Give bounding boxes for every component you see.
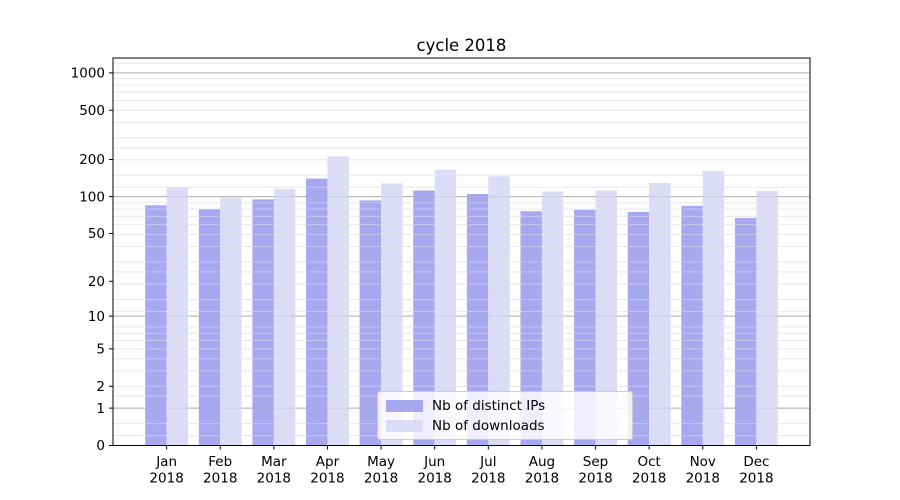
x-tick-label-month: Nov — [690, 454, 716, 470]
x-tick-label-month: May — [367, 454, 395, 470]
x-tick-label-year: 2018 — [149, 471, 183, 487]
bar-dec-s0 — [734, 217, 757, 446]
x-tick-label-year: 2018 — [739, 471, 773, 487]
x-tick-label-year: 2018 — [686, 471, 720, 487]
x-tick-label-month: Oct — [637, 454, 660, 470]
bar-oct-s0 — [627, 211, 650, 446]
x-tick-label-year: 2018 — [203, 471, 237, 487]
y-tick-label: 5 — [96, 342, 105, 358]
x-tick-label-year: 2018 — [418, 471, 452, 487]
x-tick-label-year: 2018 — [364, 471, 398, 487]
y-tick-label: 200 — [79, 152, 105, 168]
y-tick-label: 1000 — [71, 66, 105, 82]
x-tick-label-year: 2018 — [632, 471, 666, 487]
legend-row-1: Nb of downloads — [386, 417, 632, 434]
bar-aug-s0 — [520, 211, 542, 446]
bar-may-s1 — [381, 183, 403, 446]
x-tick-label-month: Aug — [529, 454, 555, 470]
bar-jan-s0 — [145, 205, 167, 446]
bar-apr-s1 — [327, 156, 349, 446]
legend: Nb of distinct IPs Nb of downloads — [377, 391, 633, 440]
plot-border — [112, 57, 811, 446]
bar-aug-s1 — [541, 191, 564, 446]
bar-feb-s1 — [220, 197, 242, 446]
bar-jun-s1 — [434, 169, 457, 446]
x-tick-label-year: 2018 — [525, 471, 559, 487]
x-tick-label-year: 2018 — [471, 471, 505, 487]
bar-feb-s0 — [198, 209, 221, 446]
bar-jan-s1 — [166, 187, 189, 446]
y-tick-label: 20 — [88, 274, 105, 290]
bar-mar-s1 — [273, 189, 296, 446]
y-tick-label: 100 — [79, 189, 105, 205]
bar-jun-s0 — [413, 190, 435, 446]
bar-apr-s0 — [306, 178, 328, 446]
y-tick-label: 1 — [96, 401, 105, 417]
legend-swatch-1 — [386, 419, 423, 432]
y-tick-label: 10 — [88, 309, 105, 325]
y-tick-label: 0 — [96, 438, 105, 454]
legend-label-1: Nb of downloads — [432, 417, 545, 434]
legend-row-0: Nb of distinct IPs — [386, 397, 632, 414]
bar-mar-s0 — [252, 199, 274, 446]
bar-oct-s1 — [649, 182, 671, 446]
x-tick-label-month: Jan — [155, 454, 177, 470]
bar-nov-s1 — [702, 171, 725, 446]
x-tick-label-month: Sep — [583, 454, 608, 470]
x-tick-label-month: Feb — [208, 454, 232, 470]
legend-label-0: Nb of distinct IPs — [432, 397, 546, 414]
bar-nov-s0 — [681, 205, 703, 446]
bar-sep-s1 — [595, 190, 617, 446]
x-tick-label-year: 2018 — [578, 471, 612, 487]
y-tick-label: 2 — [96, 379, 105, 395]
y-tick-label: 50 — [88, 226, 105, 242]
bar-dec-s1 — [756, 191, 778, 446]
chart-title: cycle 2018 — [416, 36, 507, 55]
bar-sep-s0 — [574, 209, 596, 446]
x-tick-label-month: Mar — [261, 454, 287, 470]
bar-jul-s0 — [466, 193, 489, 446]
x-tick-label-month: Apr — [316, 454, 340, 470]
x-tick-label-month: Jul — [479, 454, 496, 470]
y-tick-label: 500 — [79, 103, 105, 119]
x-tick-label-year: 2018 — [257, 471, 291, 487]
x-tick-label-month: Dec — [743, 454, 769, 470]
bar-may-s0 — [359, 200, 382, 446]
legend-swatch-0 — [386, 399, 423, 412]
bar-jul-s1 — [488, 176, 510, 446]
x-tick-label-year: 2018 — [310, 471, 344, 487]
x-tick-label-month: Jun — [423, 454, 445, 470]
